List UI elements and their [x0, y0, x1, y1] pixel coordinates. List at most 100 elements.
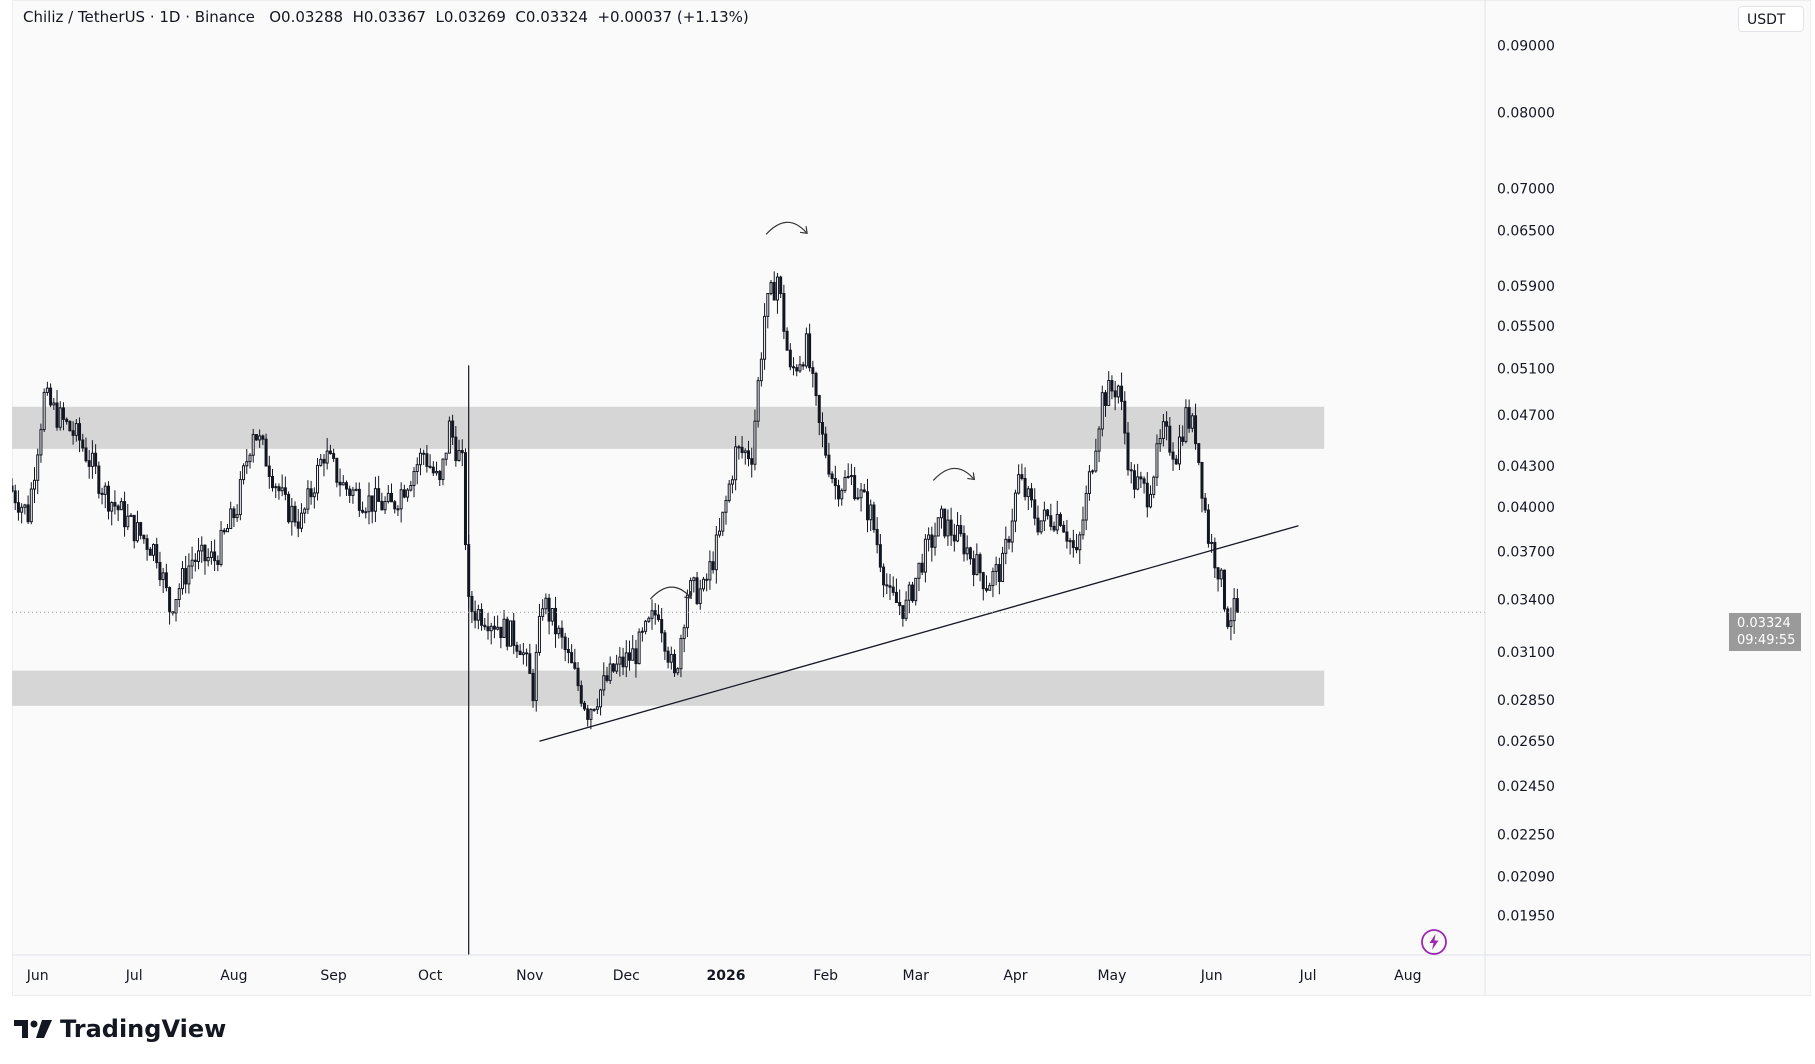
candle [608, 656, 612, 684]
candle [344, 480, 348, 496]
candle [100, 487, 104, 505]
candle-down-body [94, 452, 98, 467]
candle [582, 700, 586, 712]
candle-down-body [332, 453, 336, 459]
candle-up-body [135, 522, 139, 542]
candle-up-body [541, 608, 545, 617]
candle-down-body [148, 548, 152, 556]
candle [1210, 533, 1214, 553]
candle-down-body [1023, 477, 1027, 498]
candle [45, 381, 49, 396]
candle-up-body [917, 562, 921, 579]
candle [187, 553, 191, 594]
candle [1235, 588, 1239, 613]
candle-down-body [573, 662, 577, 669]
candle [16, 490, 20, 521]
candle-down-body [139, 522, 143, 536]
candle [1142, 476, 1146, 494]
candle [152, 543, 156, 562]
candle [20, 503, 24, 524]
candle [168, 586, 172, 625]
candle-down-body [106, 485, 110, 512]
candle [550, 607, 554, 626]
candle [258, 429, 262, 448]
support-zone [12, 670, 1325, 706]
candle-down-body [1235, 598, 1239, 613]
candle-up-body [933, 535, 937, 548]
candle [875, 517, 879, 554]
candle-down-body [981, 572, 985, 590]
candle-down-body [97, 465, 101, 494]
candle [586, 704, 590, 727]
candle-up-body [341, 482, 345, 486]
candle-down-body [747, 450, 750, 460]
candle [1084, 485, 1088, 531]
legend-symbol[interactable]: Chiliz / TetherUS · 1D · Binance [23, 8, 255, 26]
candle [862, 483, 866, 493]
candle [338, 468, 342, 497]
candle-up-body [489, 625, 493, 632]
candle-up-body [23, 504, 27, 508]
candle [332, 448, 336, 462]
candle-down-body [901, 605, 905, 619]
candle-down-body [820, 422, 824, 435]
candle-down-body [123, 501, 127, 528]
candle-up-body [1149, 493, 1153, 508]
candle [1078, 531, 1082, 564]
candle-down-body [357, 488, 361, 511]
candle [1216, 566, 1220, 592]
candle [232, 506, 236, 527]
candle [68, 420, 72, 432]
candle [1100, 385, 1104, 437]
candle-down-body [168, 587, 172, 613]
candle [1174, 454, 1178, 465]
currency-button[interactable]: USDT [1738, 6, 1804, 32]
candle-down-body [740, 446, 744, 454]
candle [264, 433, 268, 467]
candle [682, 624, 686, 653]
candle [1039, 520, 1043, 535]
candle [563, 632, 567, 662]
candle [171, 610, 175, 616]
candle [663, 629, 667, 661]
tradingview-logo[interactable]: TradingView [14, 1015, 226, 1043]
candle [283, 476, 287, 501]
candle-up-body [595, 706, 599, 710]
candle-up-body [1004, 538, 1008, 554]
candle [155, 537, 159, 569]
candle-down-body [277, 486, 281, 492]
candle-down-body [1110, 380, 1114, 392]
candle [541, 599, 545, 621]
candle-down-body [271, 476, 275, 489]
candle-down-body [155, 544, 159, 564]
candle-up-body [1026, 488, 1030, 498]
candle [219, 521, 223, 567]
candle [209, 540, 213, 565]
candle-down-body [261, 435, 265, 440]
candle [238, 471, 242, 521]
candle-up-body [444, 452, 448, 460]
candle [1097, 426, 1101, 463]
candle [129, 512, 133, 517]
chart-plot[interactable]: 0.09000 0.08000 0.07000 0.06500 0.05900 0.055… [12, 0, 1811, 996]
candle-up-body [679, 638, 683, 670]
candle [206, 548, 210, 567]
candle-down-body [666, 650, 670, 663]
candle-up-body [936, 517, 940, 537]
price-axis[interactable]: 0.09000 0.08000 0.07000 0.06500 0.05900 0.055… [1497, 39, 1555, 925]
brand-name: TradingView [60, 1015, 227, 1043]
time-tick-label: Feb [813, 968, 838, 984]
candle-up-body [248, 454, 252, 463]
candle [554, 596, 558, 648]
candle [274, 483, 278, 499]
time-axis[interactable]: Jun Jul Aug Sep Oct Nov Dec 2026 Feb Mar Apr May Jun… [26, 968, 1422, 984]
candle [364, 507, 368, 519]
candle-up-body [592, 708, 596, 711]
candle-down-body [370, 495, 374, 512]
candle [1155, 434, 1159, 487]
candle-up-body [798, 364, 802, 372]
candle-down-body [1049, 515, 1053, 527]
lightning-icon[interactable] [1420, 928, 1448, 956]
candle [933, 522, 937, 556]
candle [685, 589, 689, 638]
